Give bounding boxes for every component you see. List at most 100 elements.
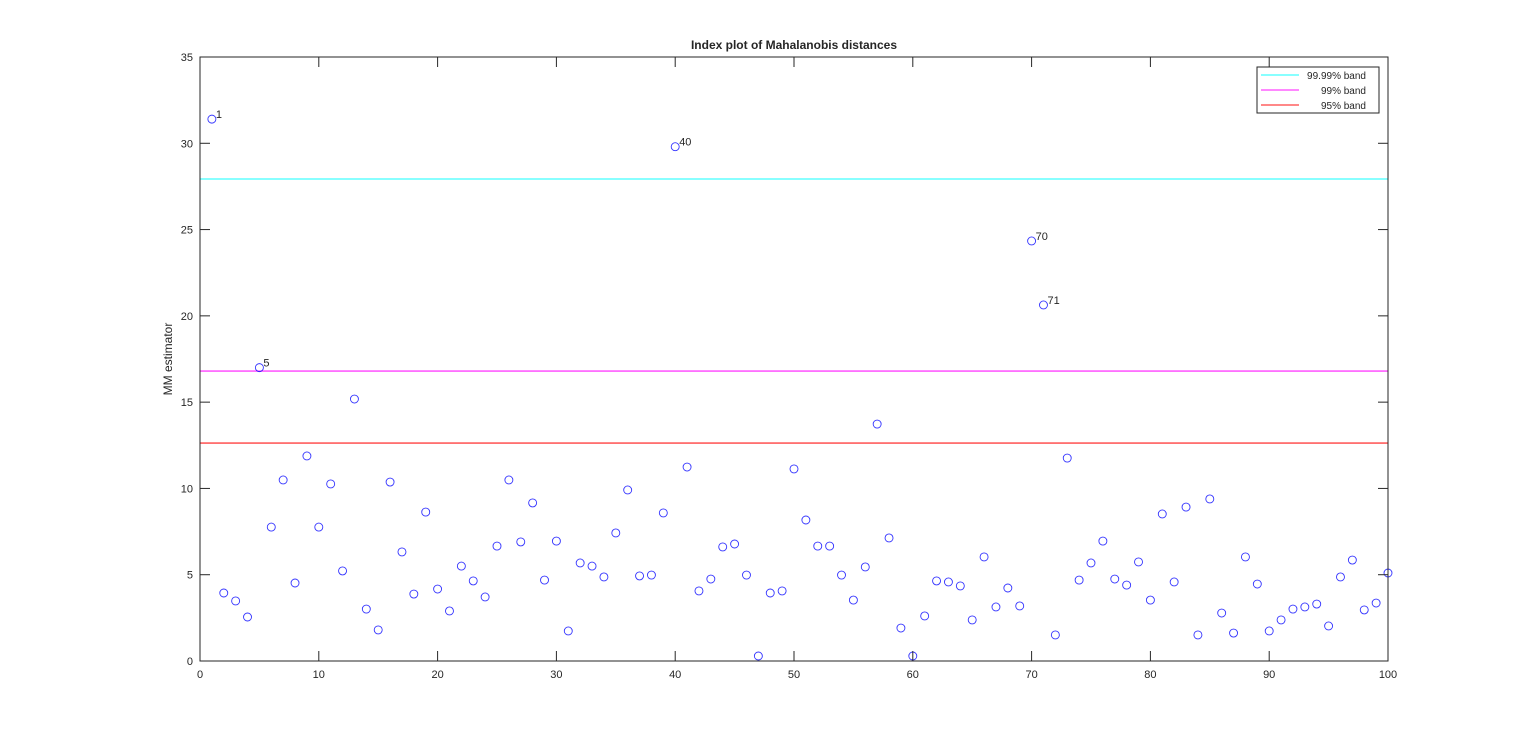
data-point	[421, 507, 431, 517]
data-point	[563, 626, 573, 636]
data-point	[932, 576, 942, 586]
data-point	[349, 394, 359, 404]
data-point	[1193, 630, 1203, 640]
y-tick-label: 15	[181, 397, 193, 409]
y-tick-label: 20	[181, 311, 193, 323]
data-point	[991, 602, 1001, 612]
data-point	[730, 539, 740, 549]
data-point	[587, 561, 597, 571]
data-point	[1169, 577, 1179, 587]
threshold-bands	[200, 178, 1388, 444]
data-point	[219, 588, 229, 598]
y-tick-label: 25	[181, 225, 193, 237]
point-label: 40	[679, 137, 691, 149]
data-point	[516, 537, 526, 547]
data-point	[694, 586, 704, 596]
x-axis: 0 10 20 30 40 50 60 70 80 90 100	[197, 57, 1397, 681]
data-point	[599, 572, 609, 582]
legend-entry: 99.99% band	[1307, 71, 1366, 82]
data-point	[1086, 558, 1096, 568]
data-point	[1217, 608, 1227, 618]
x-tick-label: 80	[1144, 669, 1156, 681]
data-point	[682, 462, 692, 472]
data-point	[1098, 536, 1108, 546]
data-point	[801, 515, 811, 525]
data-point	[254, 363, 264, 373]
data-point	[670, 142, 680, 152]
data-point	[623, 485, 633, 495]
data-point	[646, 570, 656, 580]
data-point	[1134, 557, 1143, 567]
point-annotations: 1 5 40 70 71	[216, 109, 1060, 370]
data-point	[1347, 555, 1357, 565]
x-tick-label: 30	[550, 669, 562, 681]
data-point	[813, 541, 823, 551]
data-point	[1229, 628, 1239, 638]
data-point	[1110, 574, 1120, 584]
data-point	[1264, 626, 1274, 636]
x-tick-label: 40	[669, 669, 681, 681]
data-point	[1371, 598, 1381, 608]
point-label: 5	[263, 358, 269, 370]
data-point	[943, 577, 953, 587]
data-point	[231, 596, 241, 606]
data-point	[397, 547, 407, 557]
data-point	[1039, 300, 1048, 310]
data-point	[825, 541, 835, 551]
plot-area-frame	[199, 56, 1389, 662]
data-point	[385, 477, 395, 487]
data-point	[361, 604, 371, 614]
data-point	[468, 576, 478, 586]
data-point	[765, 588, 775, 598]
data-point	[528, 498, 538, 508]
data-point	[1050, 630, 1060, 640]
x-tick-label: 70	[1025, 669, 1037, 681]
data-point	[706, 574, 716, 584]
data-point	[1074, 575, 1084, 585]
data-point	[1205, 494, 1215, 504]
data-point	[551, 536, 561, 546]
data-point	[872, 419, 882, 429]
legend-entry: 95% band	[1321, 101, 1366, 112]
legend-entry: 99% band	[1321, 86, 1366, 97]
point-label: 1	[216, 109, 222, 121]
data-point	[658, 508, 668, 518]
data-point	[635, 571, 645, 581]
data-point	[1252, 579, 1262, 589]
data-point	[314, 522, 324, 532]
data-point	[742, 570, 751, 580]
data-point	[266, 522, 276, 532]
data-point	[1157, 509, 1167, 519]
data-point	[326, 479, 336, 489]
data-point	[848, 595, 858, 605]
data-point	[575, 558, 585, 568]
x-tick-label: 50	[788, 669, 800, 681]
legend: 99.99% band 99% band 95% band	[1256, 66, 1380, 114]
data-point	[777, 586, 787, 596]
data-point	[480, 592, 490, 602]
data-point	[1122, 580, 1132, 590]
x-tick-label: 0	[197, 669, 203, 681]
data-point	[1300, 602, 1310, 612]
data-point	[290, 578, 300, 588]
chart-title: Index plot of Mahalanobis distances	[691, 38, 897, 52]
data-point	[492, 541, 502, 551]
data-point	[373, 625, 383, 635]
data-point	[920, 611, 930, 621]
data-point	[896, 623, 906, 633]
data-point	[718, 542, 728, 552]
data-point	[409, 589, 419, 599]
data-point	[1062, 453, 1072, 463]
data-point	[789, 464, 799, 474]
data-point	[338, 566, 348, 576]
data-point	[1288, 604, 1298, 614]
data-point	[1312, 599, 1322, 609]
x-tick-label: 10	[313, 669, 325, 681]
data-point	[278, 475, 288, 485]
data-point	[1336, 572, 1345, 582]
data-point	[243, 612, 252, 622]
data-point	[445, 606, 454, 616]
data-point	[967, 615, 977, 625]
